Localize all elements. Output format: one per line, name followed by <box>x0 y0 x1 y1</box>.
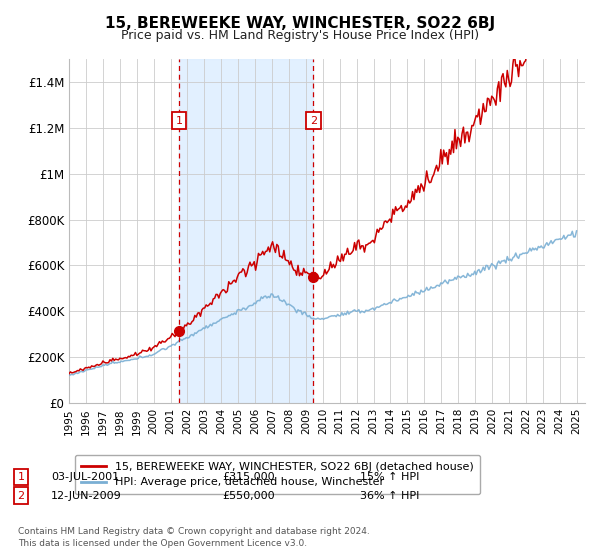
Text: 1: 1 <box>17 472 25 482</box>
Legend: 15, BEREWEEKE WAY, WINCHESTER, SO22 6BJ (detached house), HPI: Average price, de: 15, BEREWEEKE WAY, WINCHESTER, SO22 6BJ … <box>74 455 480 494</box>
Text: 12-JUN-2009: 12-JUN-2009 <box>51 491 122 501</box>
Bar <box>179 59 313 403</box>
Text: 2: 2 <box>17 491 25 501</box>
Text: £550,000: £550,000 <box>222 491 275 501</box>
Text: Contains HM Land Registry data © Crown copyright and database right 2024.: Contains HM Land Registry data © Crown c… <box>18 528 370 536</box>
Text: 03-JUL-2001: 03-JUL-2001 <box>51 472 119 482</box>
Text: 15% ↑ HPI: 15% ↑ HPI <box>360 472 419 482</box>
Text: Price paid vs. HM Land Registry's House Price Index (HPI): Price paid vs. HM Land Registry's House … <box>121 29 479 42</box>
Text: 1: 1 <box>175 116 182 126</box>
Text: 36% ↑ HPI: 36% ↑ HPI <box>360 491 419 501</box>
Text: 2: 2 <box>310 116 317 126</box>
Text: 15, BEREWEEKE WAY, WINCHESTER, SO22 6BJ: 15, BEREWEEKE WAY, WINCHESTER, SO22 6BJ <box>105 16 495 31</box>
Text: £315,000: £315,000 <box>222 472 275 482</box>
Text: This data is licensed under the Open Government Licence v3.0.: This data is licensed under the Open Gov… <box>18 539 307 548</box>
